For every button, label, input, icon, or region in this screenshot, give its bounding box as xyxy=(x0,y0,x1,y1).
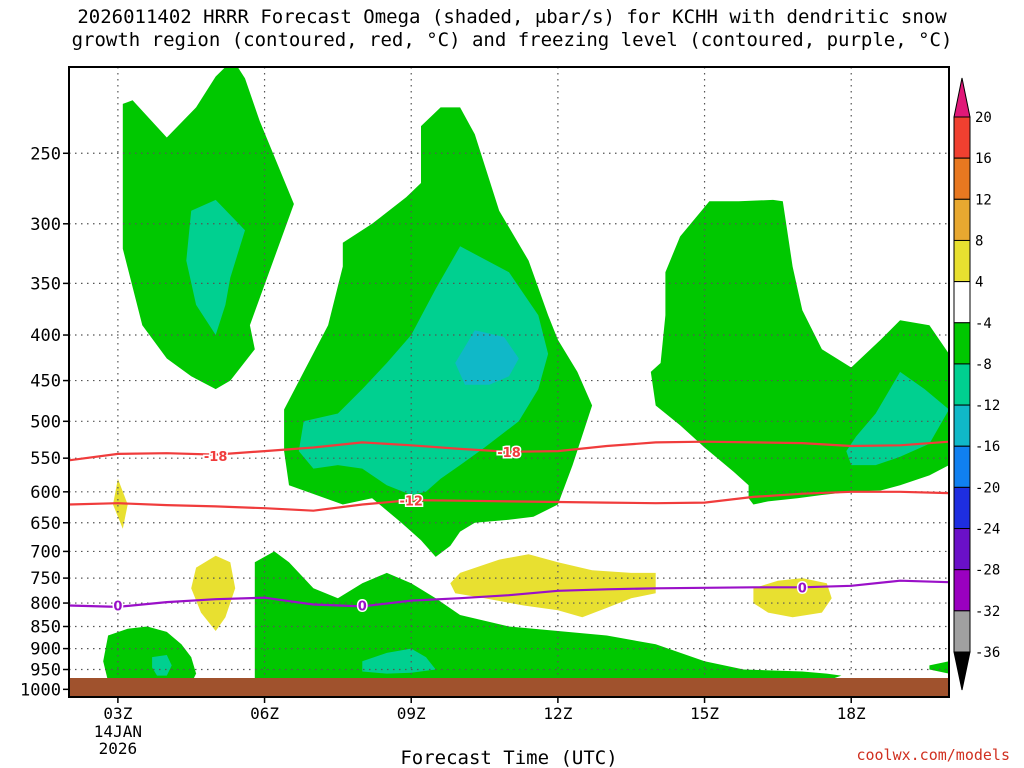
omega-region-1 xyxy=(186,199,245,335)
colorbar-label: -36 xyxy=(975,645,1000,661)
y-tick-label: 600 xyxy=(30,483,61,503)
colorbar-swatch-0 xyxy=(953,116,971,159)
colorbar-swatch-2 xyxy=(953,198,971,241)
plot-frame xyxy=(68,66,950,698)
colorbar-swatch-7 xyxy=(953,404,971,447)
colorbar-label: -16 xyxy=(975,439,1000,455)
colorbar-swatch-10 xyxy=(953,528,971,571)
x-tick-label: 06Z xyxy=(250,704,279,723)
colorbar-swatch-1 xyxy=(953,157,971,200)
colorbar-label: -4 xyxy=(975,316,992,332)
colorbar-label: -20 xyxy=(975,480,1000,496)
y-tick-label: 350 xyxy=(30,274,61,294)
contour-label-2-2: 0 xyxy=(798,581,807,596)
y-tick-label: 550 xyxy=(30,449,61,469)
y-tick-label: 950 xyxy=(30,661,61,681)
omega-region-8 xyxy=(103,626,197,686)
colorbar-swatch-11 xyxy=(953,569,971,612)
y-tick-label: 500 xyxy=(30,412,61,432)
omega-region-11 xyxy=(929,661,949,674)
contour-line-1 xyxy=(69,490,949,512)
y-tick-label: 800 xyxy=(30,594,61,614)
y-tick-label: 700 xyxy=(30,542,61,562)
y-tick-label: 250 xyxy=(30,144,61,164)
x-tick-label: 03Z xyxy=(103,704,132,723)
omega-region-6 xyxy=(846,371,949,466)
omega-region-10 xyxy=(152,655,172,676)
y-tick-label: 300 xyxy=(30,215,61,235)
colorbar-swatch-5 xyxy=(953,322,971,365)
surface-terrain xyxy=(69,678,949,697)
omega-region-3 xyxy=(298,246,549,495)
y-axis: 250 300 350 400 450 500 550 600 650 700 750 800 850 9… xyxy=(20,144,69,700)
x-tick-label: 12Z xyxy=(543,704,572,723)
colorbar-label: -8 xyxy=(975,357,992,373)
colorbar-swatch-12 xyxy=(953,610,971,653)
colorbar-swatch-6 xyxy=(953,363,971,406)
colorbar-label: 8 xyxy=(975,233,983,249)
colorbar-label: -24 xyxy=(975,522,1000,538)
omega-region-13 xyxy=(191,555,236,631)
omega-region-4 xyxy=(455,330,519,385)
title-line-1: 2026011402 HRRR Forecast Omega (shaded, … xyxy=(77,6,947,28)
title-line-2: growth region (contoured, red, °C) and f… xyxy=(71,29,953,51)
x-tick-label: 18Z xyxy=(837,704,866,723)
y-tick-label: 750 xyxy=(30,569,61,589)
x-tick-sublabel: 2026 xyxy=(99,739,138,758)
contour-line-0 xyxy=(69,440,949,462)
y-tick-label: 900 xyxy=(30,640,61,660)
grid-lines xyxy=(69,67,949,697)
contour-label-0-1: -18 xyxy=(497,446,521,461)
colorbar-label: -28 xyxy=(975,563,1000,579)
colorbar-top-arrow xyxy=(953,77,971,118)
colorbar-label: -32 xyxy=(975,604,1000,620)
x-tick-sublabel: 14JAN xyxy=(94,722,142,741)
contour-lines: -18 -18 -12 0 0 0 xyxy=(69,440,949,616)
y-tick-label: 850 xyxy=(30,617,61,637)
colorbar-label: 16 xyxy=(975,151,992,167)
colorbar-swatch-8 xyxy=(953,445,971,488)
chart-title: 2026011402 HRRR Forecast Omega (shaded, … xyxy=(0,6,1024,52)
contour-label-1-0: -12 xyxy=(399,495,423,510)
y-tick-label: 650 xyxy=(30,514,61,534)
colorbar-swatch-3 xyxy=(953,239,971,283)
omega-region-14 xyxy=(450,554,656,618)
colorbar-label: 4 xyxy=(975,275,983,291)
y-tick-label: 450 xyxy=(30,372,61,392)
colorbar-label: -12 xyxy=(975,398,1000,414)
x-tick-label: 09Z xyxy=(397,704,426,723)
colorbar-label: 20 xyxy=(975,110,992,126)
contour-label-0-0: -18 xyxy=(204,450,228,465)
credit-text: coolwx.com/models xyxy=(856,746,1010,764)
x-tick-label: 15Z xyxy=(690,704,719,723)
contour-label-2-0: 0 xyxy=(113,599,122,614)
y-tick-label: 400 xyxy=(30,326,61,346)
contour-line-2 xyxy=(69,579,949,609)
omega-region-9 xyxy=(362,648,436,674)
colorbar-swatch-9 xyxy=(953,486,971,530)
colorbar-bottom-arrow xyxy=(953,651,971,691)
colorbar-swatch-4 xyxy=(953,281,971,324)
contour-label-2-1: 0 xyxy=(358,599,367,614)
x-axis-label: Forecast Time (UTC) xyxy=(400,747,617,768)
y-tick-label: 1000 xyxy=(20,680,61,700)
colorbar: 20 16 12 8 4 -4 -8 -12 -16 -20 -24 -28 -32 -36 xyxy=(953,77,1000,691)
colorbar-label: 12 xyxy=(975,192,992,208)
